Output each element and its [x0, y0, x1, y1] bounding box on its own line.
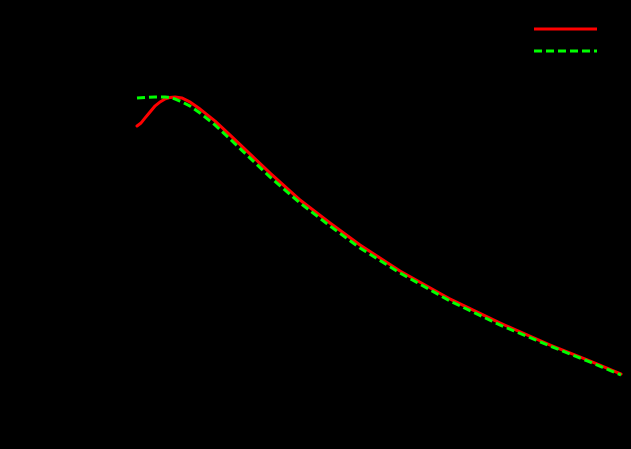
- series-green-dashed: [136, 95, 622, 377]
- legend: [534, 27, 597, 53]
- series-red-solid: [135, 95, 623, 376]
- plot-area: [135, 95, 623, 377]
